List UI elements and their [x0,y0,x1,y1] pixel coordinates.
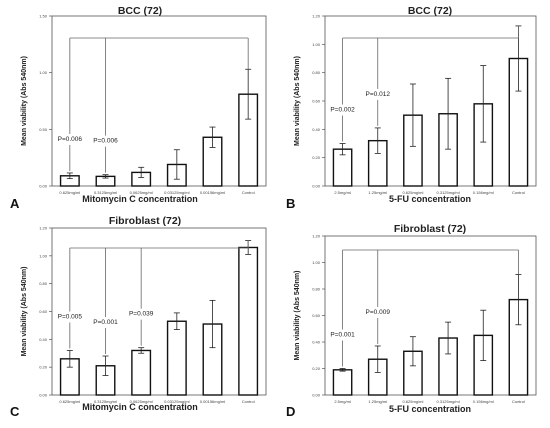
p-value-label: P=0.009 [366,309,391,316]
y-tick-label: 0.40 [312,127,321,132]
plot-frame [51,15,267,187]
panel-label: C [10,404,20,419]
bar [131,349,152,396]
panel-label: B [286,196,295,211]
y-axis-label: Mean viability (Abs 540nm) [21,267,28,357]
y-tick-label: 0.40 [39,337,48,342]
y-tick-label: 1.00 [39,253,48,258]
x-tick-label: 0.625mg/ml [59,399,80,404]
y-tick-label: 0.40 [312,340,321,345]
y-tick-label: 1.00 [312,42,321,47]
y-tick-label: 0.60 [312,313,321,318]
x-tick-label: 0.03125mg/ml [164,190,189,195]
x-tick-label: 2.5mg/ml [334,190,351,195]
y-axis-label: Mean viability (Abs 540nm) [294,271,301,361]
plot-frame [51,227,267,396]
x-axis-label: Mitomycin C concentration [82,402,198,412]
chart-panel-b: BCC (72) 5-FU concentration Mean viability… [286,5,537,211]
x-tick-label: 2.5mg/ml [334,399,351,404]
x-tick-label: Control [512,399,525,404]
y-tick-label: 0.00 [39,393,48,398]
chart-panel-d: Fibroblast (72) 5-FU concentration Mean vi… [286,223,537,419]
y-tick-label: 1.20 [39,226,48,231]
x-tick-label: Control [242,399,255,404]
p-value-label: P=0.005 [58,313,83,320]
y-tick-label: 0.00 [39,184,48,189]
y-tick-label: 1.50 [39,14,48,19]
y-tick-label: 0.50 [39,127,48,132]
y-tick-label: 0.20 [312,366,321,371]
x-tick-label: 0.3125mg/ml [94,399,117,404]
y-tick-label: 1.20 [312,14,321,19]
p-value-label: P=0.006 [93,138,118,145]
x-tick-label: 0.03125mg/ml [164,399,189,404]
y-tick-label: 0.00 [312,393,321,398]
x-tick-label: 0.156mg/ml [473,190,494,195]
chart-title: Fibroblast (72) [109,215,181,227]
plot-frame [324,15,537,187]
p-value-label: P=0.006 [58,136,83,143]
y-tick-label: 1.00 [39,70,48,75]
y-axis-label: Mean viability (Abs 540nm) [294,56,301,146]
panel-label: A [10,196,20,211]
panel-label: D [286,404,295,419]
y-tick-label: 0.80 [312,287,321,292]
chart-title: BCC (72) [408,5,452,17]
y-tick-label: 0.80 [312,70,321,75]
x-tick-label: Control [242,190,255,195]
x-tick-label: 0.156mg/ml [473,399,494,404]
x-tick-label: 0.00156mg/ml [200,190,225,195]
x-tick-label: 0.00156mg/ml [200,399,225,404]
y-tick-label: 0.00 [312,184,321,189]
x-tick-label: 0.625mg/ml [59,190,80,195]
y-tick-label: 0.80 [39,281,48,286]
y-tick-label: 0.20 [312,155,321,160]
x-tick-label: 0.3125mg/ml [94,190,117,195]
p-value-label: P=0.002 [330,107,355,114]
y-tick-label: 1.20 [312,234,321,239]
x-tick-label: 0.625mg/ml [402,399,423,404]
x-tick-label: 0.0625mg/ml [130,190,153,195]
y-axis-label: Mean viability (Abs 540nm) [21,56,28,146]
x-tick-label: 0.3125mg/ml [437,190,460,195]
p-value-label: P=0.001 [93,319,118,326]
chart-panel-a: BCC (72) Mitomycin C concentration Mean vi… [10,5,267,211]
bar [332,369,353,396]
y-tick-label: 0.20 [39,365,48,370]
x-tick-label: 0.3125mg/ml [437,399,460,404]
x-tick-label: 0.0625mg/ml [130,399,153,404]
x-tick-label: Control [512,190,525,195]
x-axis-label: 5-FU concentration [389,194,471,204]
plot-frame [324,235,537,396]
x-tick-label: 1.25mg/ml [368,190,387,195]
x-tick-label: 1.25mg/ml [368,399,387,404]
chart-title: BCC (72) [118,5,162,17]
x-tick-label: 0.625mg/ml [402,190,423,195]
y-tick-label: 0.60 [39,309,48,314]
x-axis-label: 5-FU concentration [389,404,471,414]
p-value-label: P=0.012 [366,91,391,98]
p-value-label: P=0.001 [330,332,355,339]
bar [166,320,187,396]
chart-title: Fibroblast (72) [394,223,466,235]
y-tick-label: 0.60 [312,99,321,104]
bar [238,246,259,396]
chart-panel-c: Fibroblast (72) Mitomycin C concentration… [10,215,267,419]
p-value-label: P=0.039 [129,311,154,318]
y-tick-label: 1.00 [312,260,321,265]
x-axis-label: Mitomycin C concentration [82,194,198,204]
